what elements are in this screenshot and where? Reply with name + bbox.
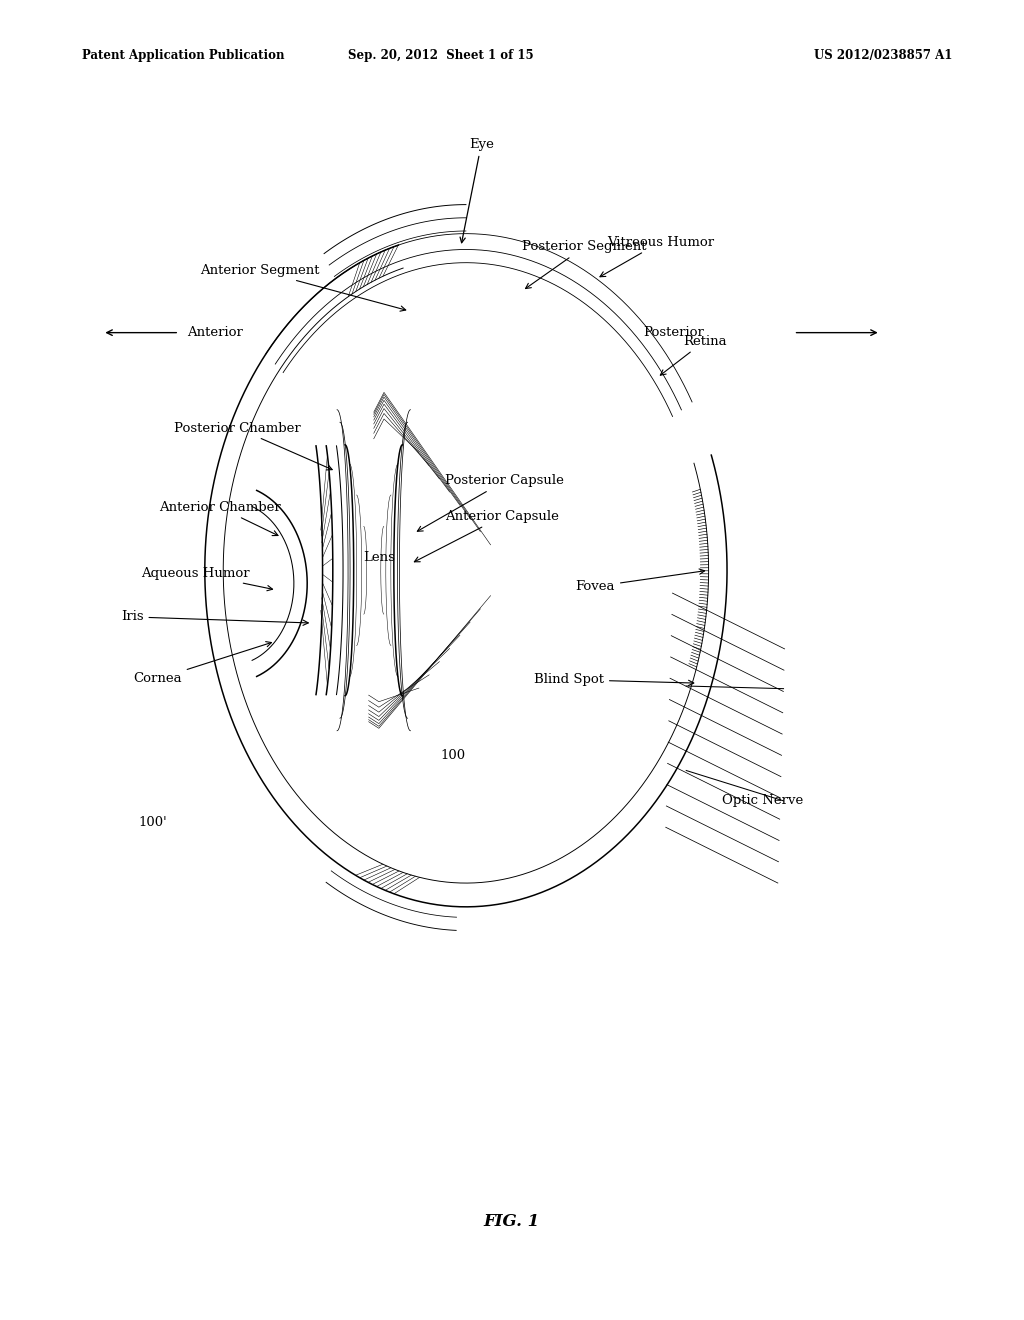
Text: FIG. 1: FIG. 1 bbox=[484, 1213, 540, 1229]
Text: Eye: Eye bbox=[460, 137, 494, 243]
Text: Vitreous Humor: Vitreous Humor bbox=[600, 236, 714, 277]
Text: Patent Application Publication: Patent Application Publication bbox=[82, 49, 285, 62]
Text: 100: 100 bbox=[440, 748, 466, 762]
Text: US 2012/0238857 A1: US 2012/0238857 A1 bbox=[814, 49, 952, 62]
Text: Fovea: Fovea bbox=[575, 569, 705, 593]
Text: Anterior: Anterior bbox=[187, 326, 244, 339]
Text: Anterior Capsule: Anterior Capsule bbox=[415, 510, 559, 562]
Text: Posterior Chamber: Posterior Chamber bbox=[174, 421, 332, 470]
Text: Cornea: Cornea bbox=[133, 642, 271, 685]
Text: Blind Spot: Blind Spot bbox=[534, 673, 694, 686]
Text: Anterior Segment: Anterior Segment bbox=[200, 264, 406, 312]
Text: Posterior Segment: Posterior Segment bbox=[522, 240, 647, 289]
Text: Aqueous Humor: Aqueous Humor bbox=[141, 566, 272, 591]
Text: Retina: Retina bbox=[660, 335, 726, 375]
Text: Posterior: Posterior bbox=[643, 326, 703, 339]
Text: Anterior Chamber: Anterior Chamber bbox=[159, 500, 281, 536]
Text: Optic Nerve: Optic Nerve bbox=[722, 795, 803, 808]
Text: Iris: Iris bbox=[121, 610, 308, 626]
Text: Lens: Lens bbox=[362, 550, 395, 564]
Text: Posterior Capsule: Posterior Capsule bbox=[418, 474, 564, 531]
Text: Sep. 20, 2012  Sheet 1 of 15: Sep. 20, 2012 Sheet 1 of 15 bbox=[347, 49, 534, 62]
Text: 100': 100' bbox=[138, 816, 167, 829]
